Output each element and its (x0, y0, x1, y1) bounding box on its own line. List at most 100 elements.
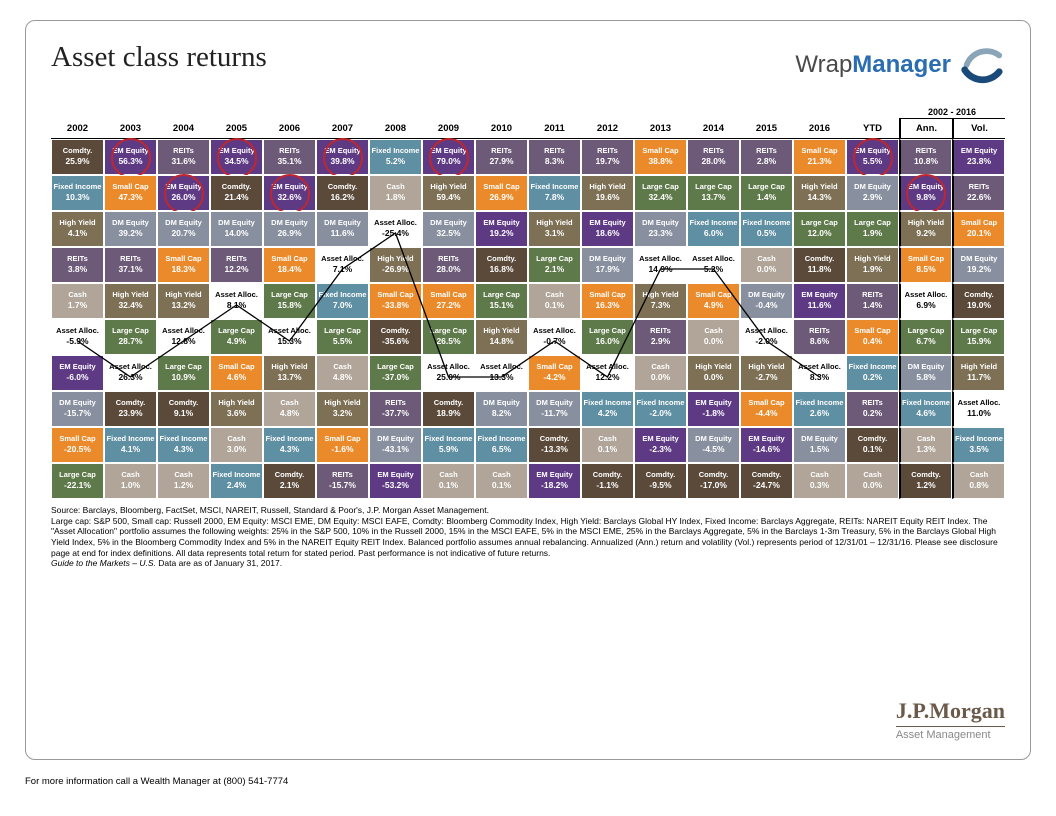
quilt-cell: EM Equity9.8% (899, 175, 952, 211)
quilt-cell: Large Cap15.8% (263, 283, 316, 319)
quilt-cell: REITs12.2% (210, 247, 263, 283)
quilt-cell: Comdty.-1.1% (581, 463, 634, 499)
quilt-cell: EM Equity-1.8% (687, 391, 740, 427)
quilt-cell: DM Equity-4.5% (687, 427, 740, 463)
col-head: 2010 (475, 119, 528, 139)
quilt-cell: Asset Alloc.7.1% (316, 247, 369, 283)
quilt-cell: Large Cap2.1% (528, 247, 581, 283)
quilt-cell: Fixed Income7.0% (316, 283, 369, 319)
quilt-cell: High Yield32.4% (104, 283, 157, 319)
quilt-cell: DM Equity17.9% (581, 247, 634, 283)
quilt-cell: High Yield3.2% (316, 391, 369, 427)
quilt-cell: DM Equity39.2% (104, 211, 157, 247)
quilt-cell: Cash3.0% (210, 427, 263, 463)
quilt-cell: Large Cap15.1% (475, 283, 528, 319)
quilt-cell: Cash0.3% (793, 463, 846, 499)
main-card: Asset class returns WrapManager 2002 - 2… (25, 20, 1031, 760)
jpm-sub: Asset Management (896, 729, 1005, 741)
col-head: YTD (846, 119, 899, 139)
quilt-cell: High Yield-2.7% (740, 355, 793, 391)
quilt-cell: DM Equity2.9% (846, 175, 899, 211)
col-head: 2008 (369, 119, 422, 139)
quilt-cell: Asset Alloc.25.0% (422, 355, 475, 391)
quilt-cell: Large Cap16.0% (581, 319, 634, 355)
quilt-cell: DM Equity11.6% (316, 211, 369, 247)
col-head: 2011 (528, 119, 581, 139)
quilt-cell: Asset Alloc.5.2% (687, 247, 740, 283)
quilt-cell: Comdty.19.0% (952, 283, 1005, 319)
quilt-cell: REITs2.8% (740, 139, 793, 175)
col-head: Vol. (952, 119, 1005, 139)
quilt-cell: Comdty.25.9% (51, 139, 104, 175)
quilt-grid: 2002 - 201620022003200420052006200720082… (51, 107, 1005, 499)
quilt-cell: Cash1.0% (104, 463, 157, 499)
quilt-cell: REITs28.0% (422, 247, 475, 283)
quilt-cell: DM Equity26.9% (263, 211, 316, 247)
quilt-cell: Small Cap-4.4% (740, 391, 793, 427)
quilt-cell: Small Cap16.3% (581, 283, 634, 319)
quilt-cell: EM Equity23.8% (952, 139, 1005, 175)
quilt-cell: Fixed Income4.2% (581, 391, 634, 427)
grid-wrapper: 2002 - 201620022003200420052006200720082… (51, 107, 1005, 499)
col-head: 2016 (793, 119, 846, 139)
quilt-cell: Small Cap4.6% (210, 355, 263, 391)
quilt-cell: Large Cap13.7% (687, 175, 740, 211)
quilt-cell: Small Cap18.3% (157, 247, 210, 283)
quilt-cell: Cash1.2% (157, 463, 210, 499)
quilt-cell: DM Equity5.8% (899, 355, 952, 391)
quilt-cell: DM Equity20.7% (157, 211, 210, 247)
quilt-cell: High Yield9.2% (899, 211, 952, 247)
quilt-cell: Asset Alloc.26.3% (104, 355, 157, 391)
quilt-cell: DM Equity8.2% (475, 391, 528, 427)
quilt-cell: Small Cap-4.2% (528, 355, 581, 391)
quilt-cell: Large Cap10.9% (157, 355, 210, 391)
quilt-cell: EM Equity79.0% (422, 139, 475, 175)
quilt-cell: DM Equity-11.7% (528, 391, 581, 427)
quilt-cell: Comdty.23.9% (104, 391, 157, 427)
quilt-cell: Asset Alloc.-0.7% (528, 319, 581, 355)
quilt-cell: Cash0.1% (475, 463, 528, 499)
quilt-cell: Comdty.16.8% (475, 247, 528, 283)
quilt-cell: Comdty.2.1% (263, 463, 316, 499)
quilt-cell: REITs-37.7% (369, 391, 422, 427)
page-title: Asset class returns (51, 41, 267, 74)
quilt-cell: DM Equity14.0% (210, 211, 263, 247)
logo-text-a: Wrap (795, 51, 852, 78)
quilt-cell: Large Cap15.9% (952, 319, 1005, 355)
quilt-cell: Fixed Income0.2% (846, 355, 899, 391)
quilt-cell: EM Equity-18.2% (528, 463, 581, 499)
quilt-cell: REITs2.9% (634, 319, 687, 355)
quilt-cell: High Yield7.3% (634, 283, 687, 319)
logo-text-b: Manager (852, 51, 951, 78)
col-head: 2003 (104, 119, 157, 139)
quilt-cell: Large Cap26.5% (422, 319, 475, 355)
quilt-cell: Small Cap18.4% (263, 247, 316, 283)
quilt-cell: Asset Alloc.13.3% (475, 355, 528, 391)
quilt-cell: Large Cap4.9% (210, 319, 263, 355)
quilt-cell: High Yield13.2% (157, 283, 210, 319)
quilt-cell: EM Equity-2.3% (634, 427, 687, 463)
quilt-cell: Cash0.0% (687, 319, 740, 355)
col-head: 2002 (51, 119, 104, 139)
quilt-cell: REITs27.9% (475, 139, 528, 175)
quilt-cell: EM Equity5.5% (846, 139, 899, 175)
quilt-cell: EM Equity26.0% (157, 175, 210, 211)
quilt-cell: High Yield0.0% (687, 355, 740, 391)
quilt-cell: Fixed Income6.5% (475, 427, 528, 463)
quilt-cell: EM Equity34.5% (210, 139, 263, 175)
quilt-cell: High Yield3.1% (528, 211, 581, 247)
quilt-cell: Comdty.-35.6% (369, 319, 422, 355)
quilt-cell: Asset Alloc.-5.9% (51, 319, 104, 355)
quilt-cell: Fixed Income10.3% (51, 175, 104, 211)
quilt-cell: EM Equity39.8% (316, 139, 369, 175)
quilt-cell: Fixed Income5.9% (422, 427, 475, 463)
quilt-cell: Large Cap-22.1% (51, 463, 104, 499)
quilt-cell: Large Cap5.5% (316, 319, 369, 355)
quilt-cell: Asset Alloc.6.9% (899, 283, 952, 319)
quilt-cell: REITs22.6% (952, 175, 1005, 211)
quilt-cell: REITs19.7% (581, 139, 634, 175)
quilt-cell: REITs31.6% (157, 139, 210, 175)
quilt-cell: Asset Alloc.11.0% (952, 391, 1005, 427)
quilt-cell: Asset Alloc.12.2% (581, 355, 634, 391)
col-head: 2014 (687, 119, 740, 139)
